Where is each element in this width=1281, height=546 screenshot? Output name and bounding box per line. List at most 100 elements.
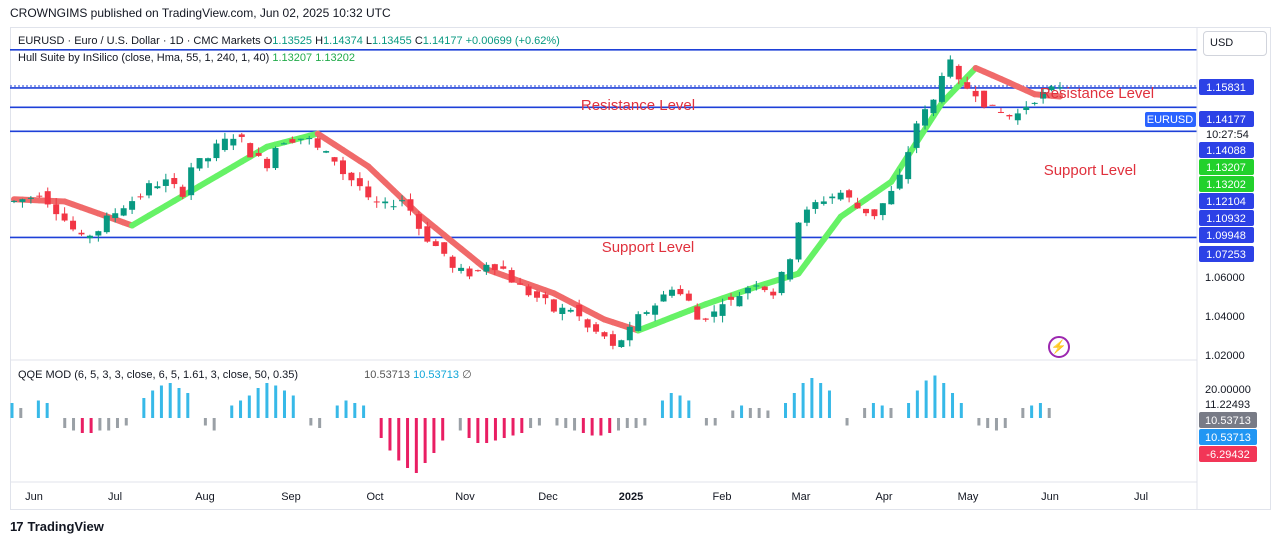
candle-body [601,332,608,337]
qqe-bar [555,418,559,426]
price-tick: 1.04000 [1205,311,1245,323]
qqe-badge-bg [1199,429,1257,445]
annotation-layer: Resistance Level Resistance Level Support … [581,85,1154,256]
qqe-bar [748,408,752,418]
candle-body [86,235,93,239]
qqe-bar [617,418,621,431]
candle-body [1023,106,1030,111]
qqe-bar [863,408,867,418]
qqe-bar [511,418,515,436]
qqe-bar [247,395,251,418]
qqe-bar [45,403,49,418]
candle-body [1006,115,1013,117]
candle-body [415,214,422,229]
time-tick: May [958,491,979,503]
price-badge: 1.13202 [1199,176,1254,192]
hull-segment [1048,92,1063,100]
qqe-bar [643,418,647,426]
candle-body [719,304,726,316]
qqe-bar [177,388,181,418]
candle-body [500,266,507,269]
qqe-bar [485,418,489,443]
candle-body [120,208,127,216]
symbol-badge: EURUSD [1145,112,1196,127]
price-badge-text: 1.15831 [1206,82,1246,94]
price-badge-text: 1.09948 [1206,230,1246,242]
qqe-indicator-label: QQE MOD (6, 5, 3, 3, close, 6, 5, 1.61, … [18,369,299,381]
qqe-bar [766,410,770,418]
qqe-bar [810,378,814,418]
candle-body [930,99,937,114]
candle-body [365,186,372,198]
candle-body [525,286,532,296]
qqe-legend[interactable]: QQE MOD (6, 5, 3, 3, close, 6, 5, 1.61, … [18,368,472,381]
candle-body [787,259,794,280]
qqe-bar [757,408,761,418]
qqe-bar [142,398,146,418]
footer-brand: TradingView [27,519,104,534]
candle-body [576,304,583,317]
candle-body [382,201,389,204]
qqe-bar [63,418,67,428]
candle-body [938,75,945,102]
axis-layer: Jun Jul Aug Sep Oct Nov Dec 2025 Feb Mar Apr May Jun… [25,79,1257,503]
qqe-badge-bg [1199,446,1257,462]
qqe-bar [353,403,357,418]
price-badge: 1.10932 [1199,210,1254,226]
candle-body [11,200,17,202]
candle-body [264,158,271,169]
currency-selector[interactable]: USD [1203,31,1267,56]
qqe-bar [951,393,955,418]
time-tick: Nov [455,491,475,503]
candle-body [550,299,557,312]
candle-body [685,293,692,301]
candle-body [744,287,751,294]
candle-body [53,204,60,215]
candle-body [432,241,439,247]
qqe-bar [493,418,497,441]
qqe-bar [159,385,163,418]
candle-body [399,200,406,202]
qqe-bar [441,418,445,441]
candle-body [989,104,996,106]
candle-body [272,148,279,169]
qqe-bar [994,418,998,431]
qqe-bar [362,405,366,418]
qqe-bar [590,418,594,436]
qqe-bar [406,418,410,468]
qqe-bar [1038,403,1042,418]
qqe-bar [107,418,111,431]
candle-body [694,306,701,320]
qqe-bar [608,418,612,433]
qqe-value-1: 10.53713 [364,369,411,381]
candle-body [112,213,119,219]
close-label: C [414,35,423,47]
candle-body [36,195,43,197]
qqe-bar [845,418,849,426]
tradingview-logo[interactable]: 17 TradingView [10,519,104,534]
qqe-bar [819,383,823,418]
symbol-legend[interactable]: EURUSD · Euro / U.S. Dollar · 1D · CMC M… [18,35,560,47]
price-badge: 1.15831 [1199,79,1254,95]
candle-body [668,289,675,296]
candle-body [1040,92,1047,99]
time-tick: Oct [366,491,383,503]
price-badge-text: 1.13207 [1206,162,1246,174]
hull-indicator-label: Hull Suite by InSilico (close, Hma, 55, … [18,52,270,64]
candle-body [314,138,321,148]
qqe-bar [98,418,102,431]
candle-body [289,139,296,143]
candle-body [837,192,844,200]
candle-body [474,270,481,272]
qqe-bar [669,393,673,418]
lightning-icon[interactable]: ⚡ [1048,336,1070,358]
qqe-bar [80,418,84,433]
candle-body [424,226,431,242]
hull-legend[interactable]: Hull Suite by InSilico (close, Hma, 55, … [18,52,355,64]
qqe-badge-text: 10.53713 [1205,432,1251,444]
time-tick: Jun [25,491,43,503]
candle-body [593,324,600,332]
qqe-bar [115,418,119,428]
qqe-bar [564,418,568,428]
